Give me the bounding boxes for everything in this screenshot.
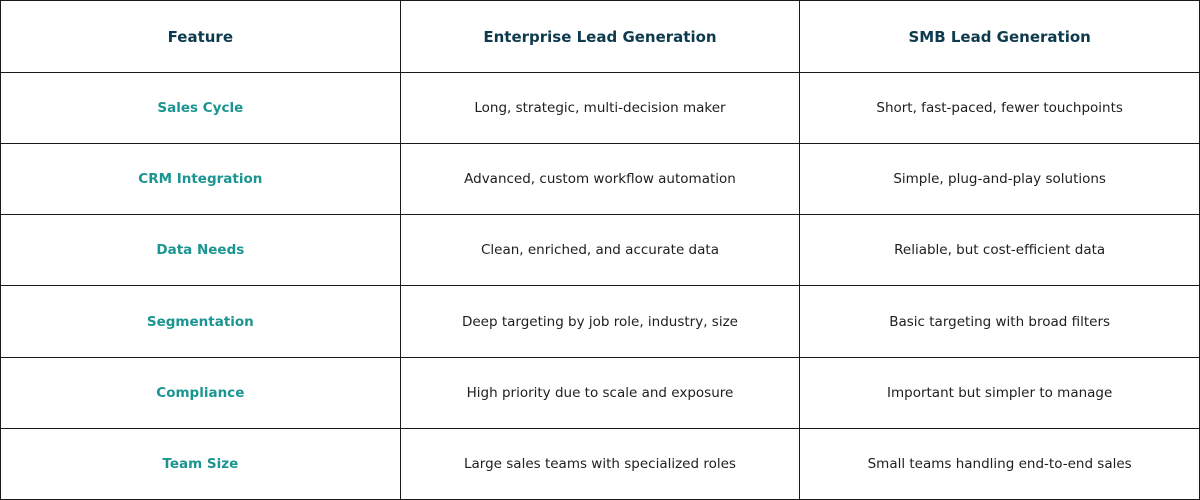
table-cell: Advanced, custom workflow automation [399, 143, 801, 216]
table-cell: Deep targeting by job role, industry, si… [399, 285, 801, 358]
table-row: CRM Integration Advanced, custom workflow… [0, 143, 1200, 216]
table-cell: Reliable, but cost-efficient data [799, 214, 1200, 287]
table-cell: Simple, plug-and-play solutions [799, 143, 1200, 216]
table-row: Compliance High priority due to scale and… [0, 356, 1200, 429]
feature-cell: Segmentation [0, 285, 401, 358]
table-row: Segmentation Deep targeting by job role, … [0, 285, 1200, 358]
table-header: Feature Enterprise Lead Generation SMB Lea… [0, 0, 1200, 73]
table-cell: Basic targeting with broad filters [799, 285, 1200, 358]
feature-cell: CRM Integration [0, 143, 401, 216]
header-cell: Enterprise Lead Generation [399, 0, 801, 73]
header-cell: Feature [0, 0, 401, 73]
feature-cell: Data Needs [0, 214, 401, 287]
table-cell: Long, strategic, multi-decision maker [399, 71, 801, 145]
header-cell: SMB Lead Generation [799, 0, 1200, 73]
table-cell: Short, fast-paced, fewer touchpoints [799, 71, 1200, 145]
table-body: Sales Cycle Long, strategic, multi-decisi… [0, 71, 1200, 500]
feature-cell: Team Size [0, 427, 401, 500]
table-row: Sales Cycle Long, strategic, multi-decisi… [0, 71, 1200, 145]
table-cell: Small teams handling end-to-end sales [799, 427, 1200, 500]
feature-cell: Compliance [0, 356, 401, 429]
table-cell: Important but simpler to manage [799, 356, 1200, 429]
table-cell: High priority due to scale and exposure [399, 356, 801, 429]
header-row: Feature Enterprise Lead Generation SMB Lea… [0, 0, 1200, 73]
table-row: Data Needs Clean, enriched, and accurate … [0, 214, 1200, 287]
table-row: Team Size Large sales teams with speciali… [0, 427, 1200, 500]
table-cell: Large sales teams with specialized roles [399, 427, 801, 500]
feature-cell: Sales Cycle [0, 71, 401, 145]
table-cell: Clean, enriched, and accurate data [399, 214, 801, 287]
